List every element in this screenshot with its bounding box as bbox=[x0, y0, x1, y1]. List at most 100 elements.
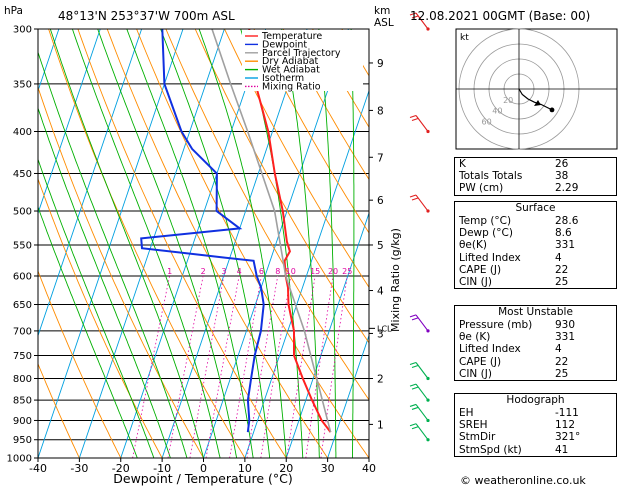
hodograph-ring-label: 40 bbox=[492, 107, 502, 116]
mixing-ratio-label: 8 bbox=[275, 267, 280, 276]
mixing-ratio-label: 2 bbox=[201, 267, 206, 276]
mu-row: CAPE (J) 22 bbox=[455, 356, 616, 368]
row-label: Lifted Index bbox=[459, 251, 521, 264]
row-label: θe(K) bbox=[459, 239, 487, 252]
x-tick-label: -20 bbox=[112, 462, 130, 475]
row-value: 112 bbox=[555, 419, 576, 432]
barb-flag bbox=[409, 423, 417, 427]
wet-adiabat-line bbox=[350, 29, 355, 458]
dry-adiabat-line bbox=[48, 29, 246, 458]
barb-dot bbox=[426, 376, 430, 381]
row-label: CAPE (J) bbox=[459, 355, 502, 368]
row-value: 2.29 bbox=[555, 182, 579, 195]
y-tick-label: 450 bbox=[13, 169, 32, 180]
barb-flag bbox=[409, 383, 417, 387]
surface-row: Temp (°C) 28.6 bbox=[455, 215, 616, 227]
x-tick-label: -30 bbox=[70, 462, 88, 475]
hodograph-table: Hodograph EH -111 SREH 112 StmDir 321° StmS… bbox=[454, 393, 617, 457]
barb-staff bbox=[415, 404, 429, 421]
indices-row-tt: Totals Totals 38 bbox=[455, 170, 616, 182]
surface-row: Lifted Index 4 bbox=[455, 252, 616, 264]
mixing-ratio-line bbox=[246, 275, 279, 458]
mixing-ratio-label: 10 bbox=[286, 267, 296, 276]
indices-row-pw: PW (cm) 2.29 bbox=[455, 182, 616, 194]
dry-adiabat-line bbox=[38, 177, 163, 458]
wet-adiabat-line bbox=[198, 29, 287, 458]
km-tick-label: 8 bbox=[377, 105, 384, 117]
row-label: Lifted Index bbox=[459, 343, 521, 356]
datetime-label: 12.08.2021 00GMT (Base: 00) bbox=[410, 9, 590, 23]
dry-adiabat-line bbox=[77, 29, 287, 458]
barb-flag bbox=[409, 12, 417, 16]
mixing-ratio-line bbox=[320, 275, 348, 458]
y-tick-label: 350 bbox=[13, 79, 32, 90]
row-value: 41 bbox=[555, 443, 569, 456]
isotherm-line bbox=[285, 211, 369, 458]
row-label: CAPE (J) bbox=[459, 263, 502, 276]
dry-adiabat-line bbox=[38, 362, 80, 458]
barb-flag bbox=[411, 364, 419, 369]
row-value: 4 bbox=[555, 251, 562, 264]
mixing-ratio-line bbox=[167, 275, 204, 458]
dry-adiabat-line bbox=[38, 86, 204, 458]
mu-row: Lifted Index 4 bbox=[455, 343, 616, 355]
wet-adiabat-line bbox=[71, 29, 221, 458]
most-unstable-title: Most Unstable bbox=[498, 306, 573, 318]
x-tick-label: 40 bbox=[362, 462, 376, 475]
y-tick-label: 950 bbox=[13, 435, 32, 446]
row-label: StmDir bbox=[459, 431, 496, 444]
isotherm-line bbox=[244, 89, 369, 458]
legend-label: Wet Adiabat bbox=[262, 65, 320, 76]
barb-dot bbox=[426, 129, 430, 134]
y-tick-label: 850 bbox=[13, 396, 32, 407]
wind-barb bbox=[409, 403, 430, 423]
isotherm-line bbox=[327, 334, 369, 458]
parcel-trajectory-line bbox=[211, 29, 332, 433]
legend-label: Dewpoint bbox=[262, 39, 307, 50]
hodograph-unit-label: kt bbox=[460, 33, 469, 43]
row-label: Temp (°C) bbox=[459, 215, 512, 227]
barb-flag bbox=[409, 194, 417, 198]
mixing-ratio-label: 25 bbox=[342, 267, 352, 276]
hodograph-arrow bbox=[534, 100, 541, 106]
barb-dot bbox=[426, 209, 430, 213]
dry-adiabat-line bbox=[224, 29, 369, 289]
y-tick-label: 650 bbox=[13, 300, 32, 311]
row-value: 25 bbox=[555, 367, 569, 380]
hodo-row: EH -111 bbox=[455, 407, 616, 419]
row-value: 38 bbox=[555, 170, 569, 183]
row-value: 4 bbox=[555, 343, 562, 356]
hodo-row: StmSpd (kt) 41 bbox=[455, 444, 616, 456]
mixing-ratio-line bbox=[189, 275, 225, 458]
barb-flag bbox=[409, 114, 417, 119]
dry-adiabat-line bbox=[282, 29, 369, 181]
barb-dot bbox=[426, 438, 430, 442]
surface-row: CIN (J) 25 bbox=[455, 276, 616, 288]
barb-staff bbox=[415, 12, 429, 30]
mixing-ratio-label: 3 bbox=[221, 267, 226, 276]
mixing-ratio-line bbox=[229, 275, 262, 458]
mixing-ratio-label: 20 bbox=[328, 267, 338, 276]
wind-barb bbox=[409, 361, 430, 381]
y-tick-label: 750 bbox=[13, 351, 32, 362]
mixing-ratio-line bbox=[205, 275, 240, 458]
row-label: EH bbox=[459, 407, 474, 419]
mixing-ratio-label: 4 bbox=[237, 267, 242, 276]
barb-flag bbox=[409, 403, 417, 407]
location-label: 48°13'N 253°37'W 700m ASL bbox=[58, 9, 235, 23]
row-value: 26 bbox=[555, 158, 569, 170]
indices-row-k: K 26 bbox=[455, 158, 616, 170]
row-value: 28.6 bbox=[555, 215, 579, 227]
barb-staff bbox=[415, 423, 429, 441]
surface-row: θe(K) 331 bbox=[455, 239, 616, 251]
barb-flag bbox=[411, 117, 419, 122]
mixing-ratio-line bbox=[132, 275, 170, 458]
wind-barb bbox=[409, 383, 430, 402]
mu-row: CIN (J) 25 bbox=[455, 368, 616, 380]
mixing-ratio-label: 6 bbox=[259, 267, 264, 276]
x-tick-label: 30 bbox=[321, 462, 335, 475]
indices-table: K 26 Totals Totals 38 PW (cm) 2.29 bbox=[454, 157, 617, 196]
barb-flag bbox=[411, 406, 419, 410]
